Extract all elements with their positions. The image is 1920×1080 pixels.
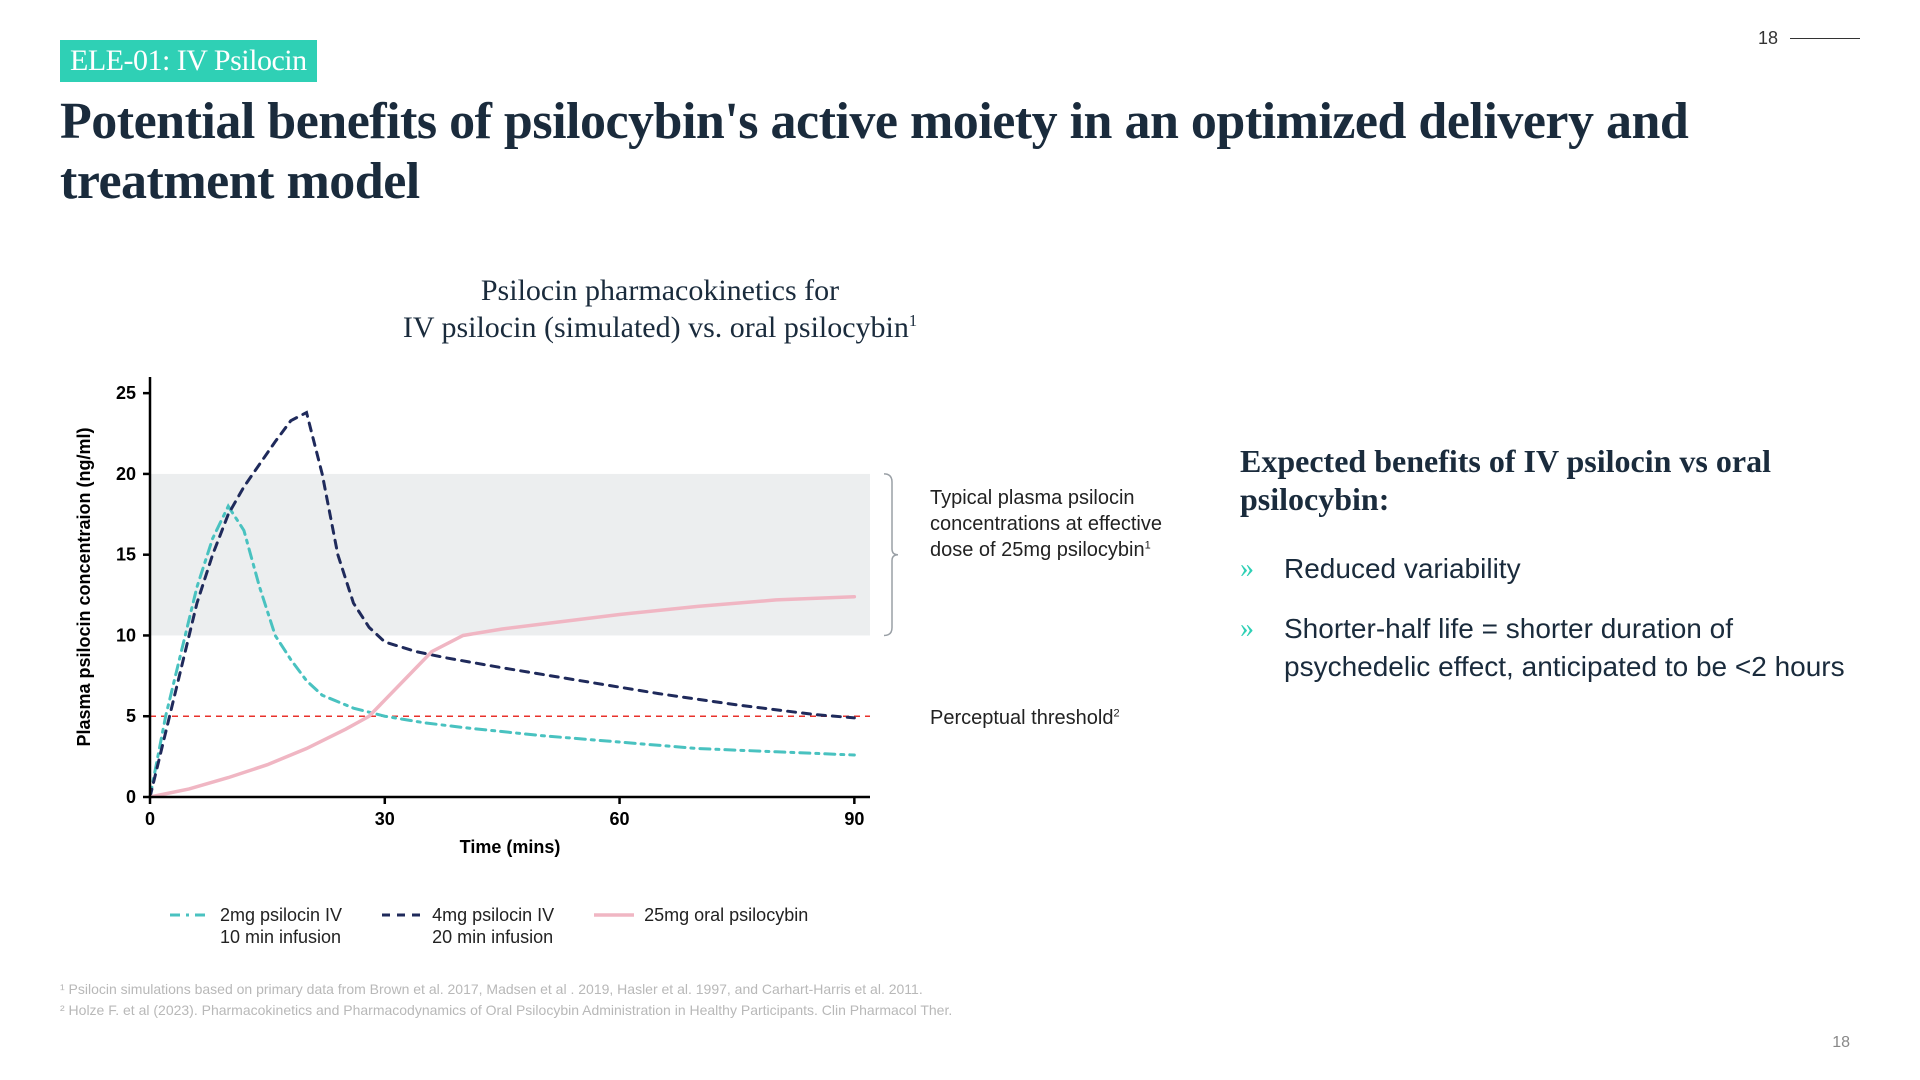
chart-title-sup: 1 — [909, 311, 917, 330]
benefits-heading: Expected benefits of IV psilocin vs oral… — [1240, 442, 1860, 519]
benefits-list: » Reduced variability » Shorter-half life =… — [1240, 550, 1860, 685]
bullet-text: Shorter-half life = shorter duration of … — [1284, 613, 1845, 682]
chart-title-line1: Psilocin pharmacokinetics for — [481, 274, 839, 307]
annot-band-l1: Typical plasma psilocin — [930, 487, 1135, 509]
svg-text:25: 25 — [116, 383, 136, 403]
legend-swatch-icon — [382, 904, 422, 926]
svg-text:5: 5 — [126, 706, 136, 726]
annot-band-l3: dose of 25mg psilocybin — [930, 539, 1145, 561]
benefits-list-item: » Reduced variability — [1240, 550, 1860, 588]
chart-column: Psilocin pharmacokinetics for IV psiloci… — [60, 272, 1180, 949]
bullet-text: Reduced variability — [1284, 553, 1521, 584]
page-number-top: 18 — [1758, 28, 1860, 49]
svg-text:0: 0 — [145, 809, 155, 829]
annot-band-sup: 1 — [1145, 539, 1151, 551]
section-badge: ELE-01: IV Psilocin — [60, 40, 317, 82]
page-number-top-value: 18 — [1758, 28, 1778, 49]
benefits-column: Expected benefits of IV psilocin vs oral… — [1240, 272, 1860, 949]
chart-title-line2: IV psilocin (simulated) vs. oral psilocy… — [403, 311, 909, 344]
legend-label: 4mg psilocin IV20 min infusion — [432, 904, 554, 949]
chart-title: Psilocin pharmacokinetics for IV psiloci… — [60, 272, 1180, 347]
svg-text:90: 90 — [844, 809, 864, 829]
legend-item: 25mg oral psilocybin — [594, 904, 808, 927]
annotation-threshold: Perceptual threshold2 — [930, 705, 1230, 731]
svg-text:30: 30 — [375, 809, 395, 829]
bullet-marker-icon: » — [1240, 610, 1254, 648]
page-number-bottom: 18 — [1832, 1034, 1850, 1052]
chart-legend: 2mg psilocin IV10 min infusion 4mg psiloc… — [60, 904, 1180, 949]
legend-swatch-icon — [594, 904, 634, 926]
bullet-marker-icon: » — [1240, 550, 1254, 588]
annot-thr-sup: 2 — [1113, 707, 1119, 719]
legend-item: 2mg psilocin IV10 min infusion — [170, 904, 342, 949]
slide-title: Potential benefits of psilocybin's activ… — [60, 92, 1820, 212]
legend-item: 4mg psilocin IV20 min infusion — [382, 904, 554, 949]
footnote-1: ¹ Psilocin simulations based on primary … — [60, 979, 952, 999]
slide-container: ELE-01: IV Psilocin Potential benefits o… — [0, 0, 1920, 949]
svg-text:60: 60 — [610, 809, 630, 829]
footnote-2: ² Holze F. et al (2023). Pharmacokinetic… — [60, 1000, 952, 1020]
svg-text:15: 15 — [116, 544, 136, 564]
chart-wrap: 0 30 60 90 0 5 10 15 20 25 Time (mins) Plasma psilo… — [60, 367, 1180, 892]
svg-text:Time (mins): Time (mins) — [460, 837, 561, 857]
footnotes: ¹ Psilocin simulations based on primary … — [60, 979, 952, 1020]
svg-text:20: 20 — [116, 464, 136, 484]
annot-band-l2: concentrations at effective — [930, 513, 1162, 535]
svg-text:Plasma psilocin concentraion (: Plasma psilocin concentraion (ng/ml) — [74, 427, 94, 746]
legend-swatch-icon — [170, 904, 210, 926]
annot-thr-text: Perceptual threshold — [930, 707, 1113, 729]
svg-text:10: 10 — [116, 625, 136, 645]
benefits-list-item: » Shorter-half life = shorter duration of… — [1240, 610, 1860, 686]
legend-label: 25mg oral psilocybin — [644, 904, 808, 927]
legend-label: 2mg psilocin IV10 min infusion — [220, 904, 342, 949]
annotation-band: Typical plasma psilocin concentrations a… — [930, 485, 1230, 563]
content-row: Psilocin pharmacokinetics for IV psiloci… — [60, 272, 1860, 949]
svg-text:0: 0 — [126, 787, 136, 807]
pk-line-chart: 0 30 60 90 0 5 10 15 20 25 Time (mins) Plasma psilo… — [60, 367, 1180, 887]
